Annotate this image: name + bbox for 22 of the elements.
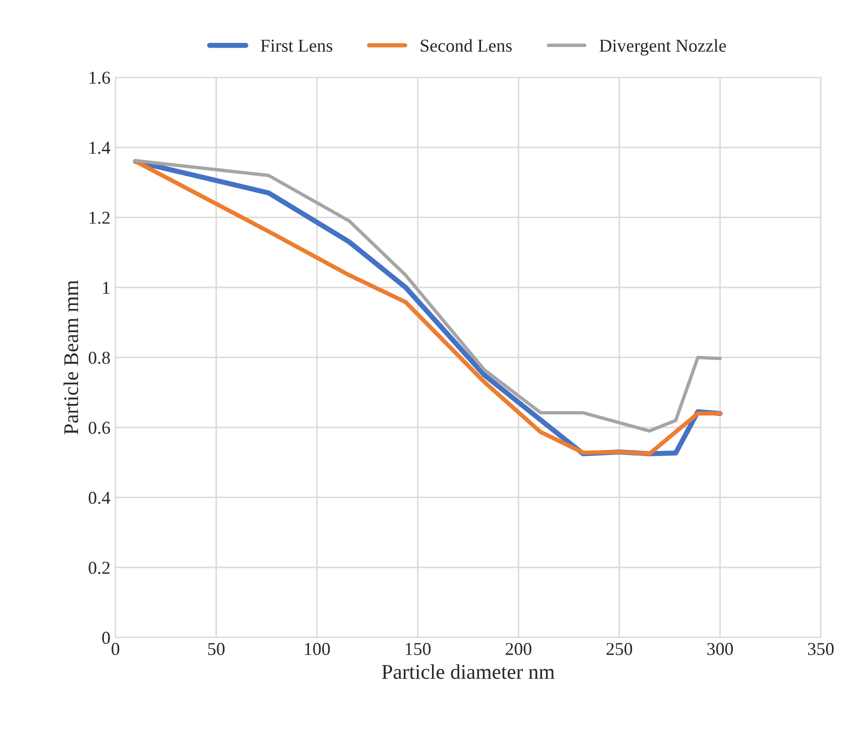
x-axis-title: Particle diameter nm [382, 664, 555, 679]
legend-label: Second Lens [420, 39, 512, 52]
y-tick-label: 0 [102, 632, 110, 644]
x-tick-label: 350 [808, 642, 834, 656]
y-tick-label: 1.6 [90, 72, 110, 84]
y-tick-label: 0.6 [88, 422, 110, 434]
x-tick-label: 300 [707, 642, 733, 656]
y-tick-label: 1.4 [90, 142, 110, 154]
x-tick-label: 100 [305, 642, 330, 656]
y-tick-label: 1.2 [90, 212, 110, 224]
y-tick-label: 0.2 [88, 562, 110, 574]
y-tick-label: 0.4 [88, 492, 110, 504]
x-tick-label: 250 [606, 642, 632, 656]
y-axis-title: Particle Beam mm [64, 280, 78, 434]
legend-label: First Lens [260, 40, 332, 52]
x-tick-label: 150 [406, 642, 431, 656]
y-tick-label: 1 [103, 282, 110, 294]
x-tick-label: 200 [506, 642, 532, 656]
x-tick-label: 0 [112, 642, 120, 656]
y-tick-label: 0.8 [88, 352, 110, 364]
legend-label: Divergent Nozzle [600, 39, 726, 56]
x-tick-label: 50 [208, 642, 225, 656]
